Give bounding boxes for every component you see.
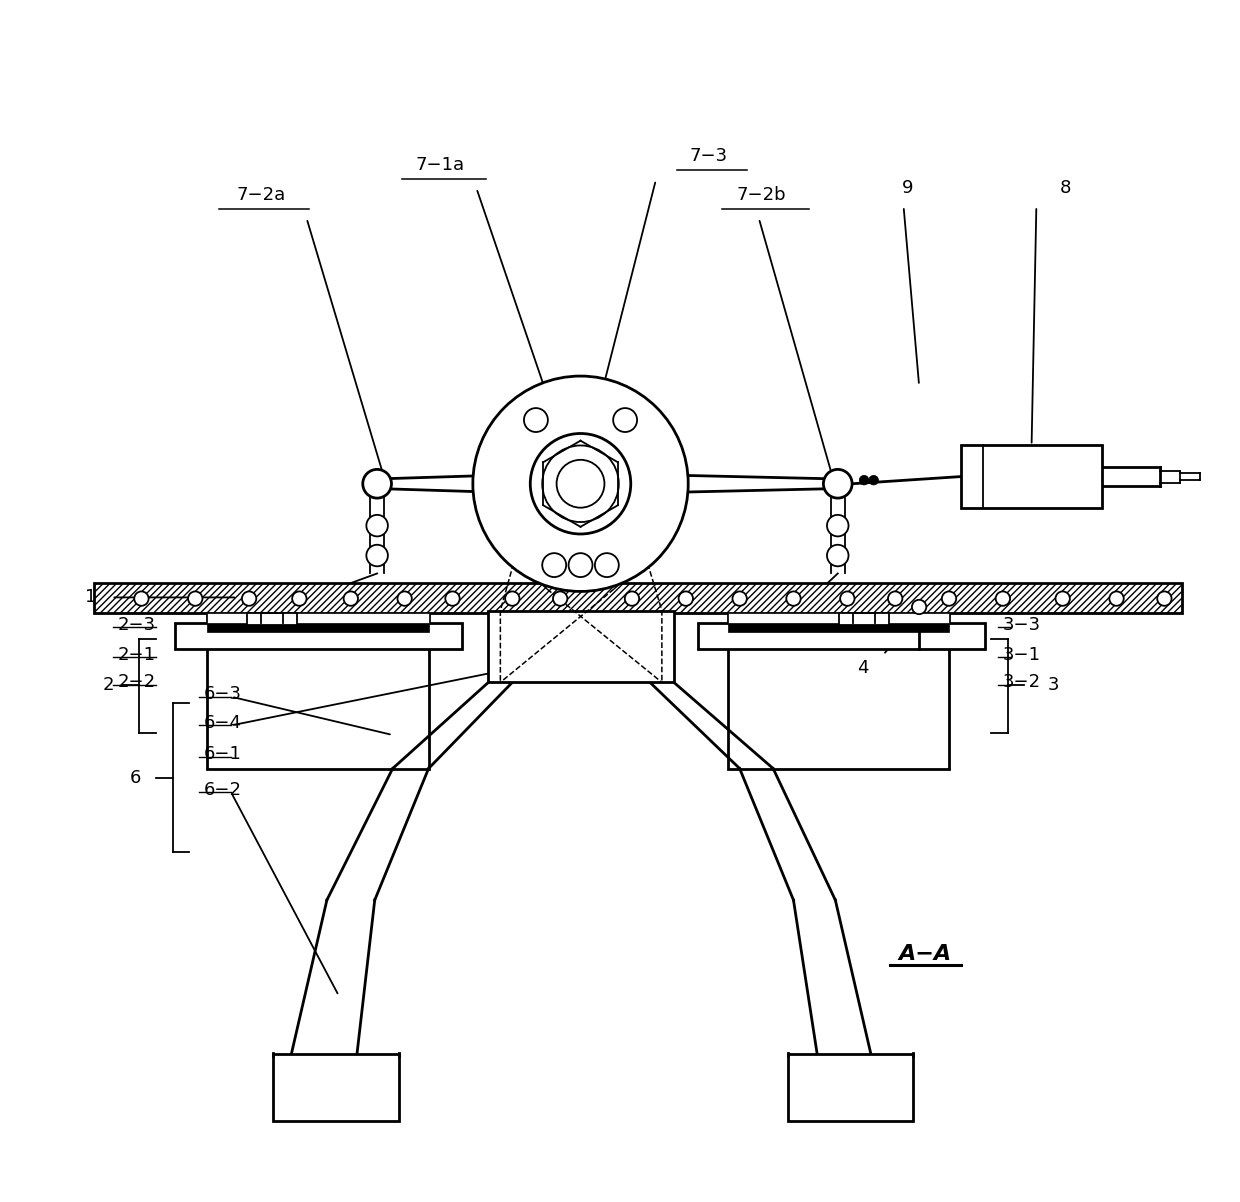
Circle shape xyxy=(445,591,460,606)
Bar xyxy=(728,611,949,768)
Bar xyxy=(787,1054,913,1121)
Text: 6−2: 6−2 xyxy=(203,781,242,799)
Bar xyxy=(207,611,429,768)
Text: A−A: A−A xyxy=(899,944,951,964)
Text: 1: 1 xyxy=(86,589,97,607)
Circle shape xyxy=(827,514,848,536)
Text: 2−2: 2−2 xyxy=(118,673,155,691)
Circle shape xyxy=(525,409,548,432)
Circle shape xyxy=(366,514,388,536)
Circle shape xyxy=(1157,591,1172,606)
Text: 8: 8 xyxy=(1059,179,1071,197)
Circle shape xyxy=(841,591,854,606)
Text: 2: 2 xyxy=(102,676,114,694)
Circle shape xyxy=(569,553,593,577)
Circle shape xyxy=(786,591,801,606)
Text: 2−1: 2−1 xyxy=(118,645,155,664)
Circle shape xyxy=(613,409,637,432)
Circle shape xyxy=(472,376,688,591)
Circle shape xyxy=(531,434,631,534)
Circle shape xyxy=(398,591,412,606)
Circle shape xyxy=(553,591,568,606)
Circle shape xyxy=(542,553,567,577)
Circle shape xyxy=(542,446,619,522)
Polygon shape xyxy=(377,474,531,493)
Circle shape xyxy=(134,591,149,606)
Text: 7−3: 7−3 xyxy=(689,148,728,166)
Text: 7−2a: 7−2a xyxy=(237,186,285,204)
Text: 3−3: 3−3 xyxy=(1003,615,1042,633)
Circle shape xyxy=(188,591,202,606)
Bar xyxy=(262,613,283,623)
Circle shape xyxy=(942,591,956,606)
Text: 2−3: 2−3 xyxy=(118,615,155,633)
Bar xyxy=(247,613,296,625)
Bar xyxy=(728,623,949,632)
Circle shape xyxy=(1110,591,1123,606)
Circle shape xyxy=(343,591,358,606)
Text: 6−1: 6−1 xyxy=(203,745,242,763)
Circle shape xyxy=(859,475,869,484)
Circle shape xyxy=(242,591,257,606)
Bar xyxy=(853,613,875,623)
Circle shape xyxy=(595,553,619,577)
Text: 9: 9 xyxy=(901,179,913,197)
Circle shape xyxy=(911,600,926,614)
Circle shape xyxy=(678,591,693,606)
Text: 3−1: 3−1 xyxy=(1003,645,1040,664)
Bar xyxy=(961,446,1102,507)
Bar xyxy=(207,623,429,632)
Bar xyxy=(698,623,985,649)
Circle shape xyxy=(505,591,520,606)
Bar xyxy=(175,623,463,649)
Circle shape xyxy=(557,460,604,507)
Bar xyxy=(839,613,889,625)
Text: 7−2b: 7−2b xyxy=(737,186,786,204)
Polygon shape xyxy=(631,474,838,493)
Text: 6: 6 xyxy=(130,769,141,787)
Circle shape xyxy=(625,591,639,606)
Circle shape xyxy=(888,591,903,606)
Text: 6−3: 6−3 xyxy=(203,685,242,703)
Bar xyxy=(728,613,949,623)
Circle shape xyxy=(293,591,306,606)
Text: 3: 3 xyxy=(1048,676,1059,694)
Bar xyxy=(207,613,429,623)
Circle shape xyxy=(823,470,852,498)
Circle shape xyxy=(1055,591,1070,606)
Bar xyxy=(93,583,1182,613)
Text: 7−1a: 7−1a xyxy=(415,156,465,174)
Bar xyxy=(273,1054,398,1121)
Circle shape xyxy=(366,545,388,566)
Text: 4: 4 xyxy=(857,659,869,677)
Text: 3−2: 3−2 xyxy=(1003,673,1042,691)
Bar xyxy=(489,611,673,683)
Circle shape xyxy=(996,591,1011,606)
Circle shape xyxy=(869,475,878,484)
Circle shape xyxy=(827,545,848,566)
Text: 6−4: 6−4 xyxy=(203,714,242,732)
Circle shape xyxy=(733,591,746,606)
Circle shape xyxy=(363,470,392,498)
